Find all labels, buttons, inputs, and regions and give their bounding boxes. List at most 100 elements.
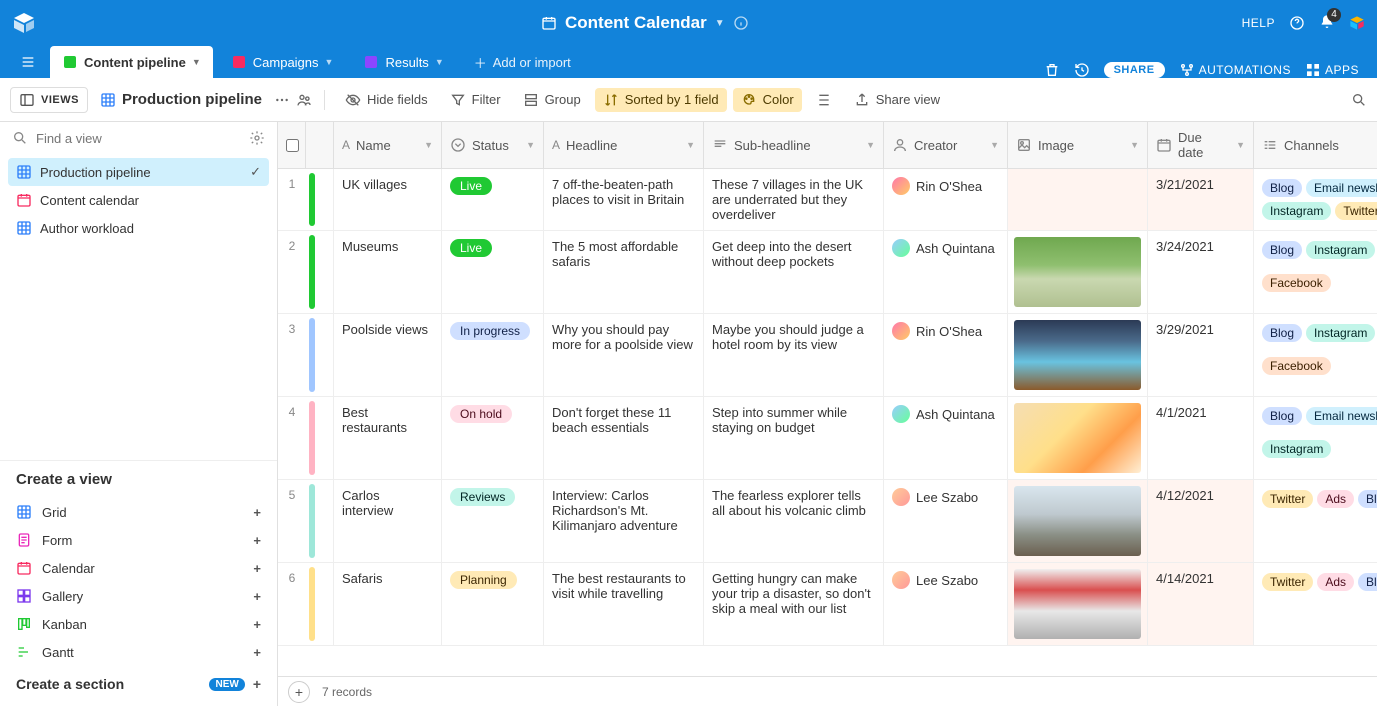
cell-due-date[interactable]: 3/24/2021 [1148, 231, 1254, 313]
apps-button[interactable]: APPS [1305, 62, 1359, 78]
help-icon[interactable] [1289, 15, 1305, 31]
cell-due-date[interactable]: 3/21/2021 [1148, 169, 1254, 230]
add-table-button[interactable]: ＋ Add or import [462, 46, 583, 78]
column-header[interactable]: Channels▼ [1254, 122, 1377, 168]
chevron-down-icon[interactable]: ▼ [715, 18, 725, 29]
cell-image[interactable] [1008, 480, 1148, 562]
cell-image[interactable] [1008, 169, 1148, 230]
table-tab[interactable]: Results▼ [351, 46, 455, 78]
column-header[interactable]: Due date▼ [1148, 122, 1254, 168]
cell-status[interactable]: Planning [442, 563, 544, 645]
row-height-button[interactable] [808, 88, 840, 112]
cell-creator[interactable]: Ash Quintana [884, 397, 1008, 479]
select-all-checkbox[interactable] [286, 139, 299, 152]
cell-due-date[interactable]: 4/14/2021 [1148, 563, 1254, 645]
filter-button[interactable]: Filter [442, 88, 509, 112]
table-row[interactable]: 1UK villagesLive7 off-the-beaten-path pl… [278, 169, 1377, 231]
column-header[interactable] [278, 122, 306, 168]
view-item[interactable]: Production pipeline✓ [8, 158, 269, 186]
view-name[interactable]: Production pipeline [94, 91, 268, 108]
table-row[interactable]: 2MuseumsLiveThe 5 most affordable safari… [278, 231, 1377, 314]
cell-due-date[interactable]: 3/29/2021 [1148, 314, 1254, 396]
table-tab[interactable]: Content pipeline▼ [50, 46, 213, 78]
create-view-item[interactable]: Grid+ [16, 498, 261, 526]
cell-channels[interactable]: BlogEmail newsletterInstagram [1254, 397, 1377, 479]
column-header[interactable]: Status▼ [442, 122, 544, 168]
cell-channels[interactable]: TwitterAdsBlog [1254, 480, 1377, 562]
menu-button[interactable] [12, 46, 44, 78]
cell-status[interactable]: Live [442, 169, 544, 230]
cell-headline[interactable]: Why you should pay more for a poolside v… [544, 314, 704, 396]
cell-channels[interactable]: BlogEmail newsletterInstagramTwitter [1254, 169, 1377, 230]
cell-subheadline[interactable]: The fearless explorer tells all about hi… [704, 480, 884, 562]
cell-creator[interactable]: Rin O'Shea [884, 169, 1008, 230]
help-link[interactable]: HELP [1242, 16, 1275, 30]
cell-subheadline[interactable]: These 7 villages in the UK are underrate… [704, 169, 884, 230]
cell-name[interactable]: Safaris [334, 563, 442, 645]
cell-name[interactable]: Poolside views [334, 314, 442, 396]
cell-headline[interactable]: The 5 most affordable safaris [544, 231, 704, 313]
hide-fields-button[interactable]: Hide fields [337, 88, 436, 112]
cell-status[interactable]: Reviews [442, 480, 544, 562]
group-button[interactable]: Group [515, 88, 589, 112]
cell-subheadline[interactable]: Get deep into the desert without deep po… [704, 231, 884, 313]
cell-headline[interactable]: Interview: Carlos Richardson's Mt. Kilim… [544, 480, 704, 562]
cell-name[interactable]: Carlos interview [334, 480, 442, 562]
cell-creator[interactable]: Rin O'Shea [884, 314, 1008, 396]
collaborators-icon[interactable] [296, 92, 312, 108]
column-header[interactable]: Sub-headline▼ [704, 122, 884, 168]
cell-status[interactable]: Live [442, 231, 544, 313]
column-header[interactable]: Creator▼ [884, 122, 1008, 168]
cell-headline[interactable]: The best restaurants to visit while trav… [544, 563, 704, 645]
column-header[interactable]: AHeadline▼ [544, 122, 704, 168]
view-item[interactable]: Content calendar [8, 186, 269, 214]
table-row[interactable]: 3Poolside viewsIn progressWhy you should… [278, 314, 1377, 397]
sort-button[interactable]: Sorted by 1 field [595, 88, 727, 112]
cell-name[interactable]: UK villages [334, 169, 442, 230]
create-view-item[interactable]: Kanban+ [16, 610, 261, 638]
cell-due-date[interactable]: 4/12/2021 [1148, 480, 1254, 562]
cell-channels[interactable]: BlogInstagramTwitterFacebook [1254, 231, 1377, 313]
column-header[interactable] [306, 122, 334, 168]
more-icon[interactable] [274, 92, 290, 108]
cell-image[interactable] [1008, 563, 1148, 645]
cell-image[interactable] [1008, 397, 1148, 479]
gear-icon[interactable] [249, 130, 265, 146]
cell-subheadline[interactable]: Maybe you should judge a hotel room by i… [704, 314, 884, 396]
share-button[interactable]: SHARE [1104, 62, 1165, 78]
cell-status[interactable]: In progress [442, 314, 544, 396]
search-icon[interactable] [1351, 92, 1367, 108]
create-view-item[interactable]: Gantt+ [16, 638, 261, 666]
create-section-row[interactable]: Create a section NEW + [16, 666, 261, 696]
find-view-input[interactable] [36, 131, 241, 146]
cell-status[interactable]: On hold [442, 397, 544, 479]
table-tab[interactable]: Campaigns▼ [219, 46, 346, 78]
cell-channels[interactable]: TwitterAdsBlog [1254, 563, 1377, 645]
info-icon[interactable] [733, 15, 749, 31]
notifications-button[interactable]: 4 [1319, 14, 1335, 33]
cell-subheadline[interactable]: Getting hungry can make your trip a disa… [704, 563, 884, 645]
create-view-item[interactable]: Calendar+ [16, 554, 261, 582]
cell-channels[interactable]: BlogInstagramTwitterFacebook [1254, 314, 1377, 396]
add-record-button[interactable]: + [288, 681, 310, 703]
create-view-item[interactable]: Form+ [16, 526, 261, 554]
share-view-button[interactable]: Share view [846, 88, 948, 112]
views-toggle[interactable]: VIEWS [10, 87, 88, 113]
cell-headline[interactable]: Don't forget these 11 beach essentials [544, 397, 704, 479]
table-row[interactable]: 5Carlos interviewReviewsInterview: Carlo… [278, 480, 1377, 563]
view-item[interactable]: Author workload [8, 214, 269, 242]
column-header[interactable]: Image▼ [1008, 122, 1148, 168]
history-icon[interactable] [1074, 62, 1090, 78]
cell-name[interactable]: Best restaurants [334, 397, 442, 479]
cell-due-date[interactable]: 4/1/2021 [1148, 397, 1254, 479]
cell-headline[interactable]: 7 off-the-beaten-path places to visit in… [544, 169, 704, 230]
automations-button[interactable]: AUTOMATIONS [1179, 62, 1291, 78]
table-row[interactable]: 4Best restaurantsOn holdDon't forget the… [278, 397, 1377, 480]
trash-icon[interactable] [1044, 62, 1060, 78]
cell-subheadline[interactable]: Step into summer while staying on budget [704, 397, 884, 479]
column-header[interactable]: AName▼ [334, 122, 442, 168]
cell-image[interactable] [1008, 314, 1148, 396]
account-avatar[interactable] [1349, 15, 1365, 31]
cell-creator[interactable]: Lee Szabo [884, 480, 1008, 562]
create-view-item[interactable]: Gallery+ [16, 582, 261, 610]
